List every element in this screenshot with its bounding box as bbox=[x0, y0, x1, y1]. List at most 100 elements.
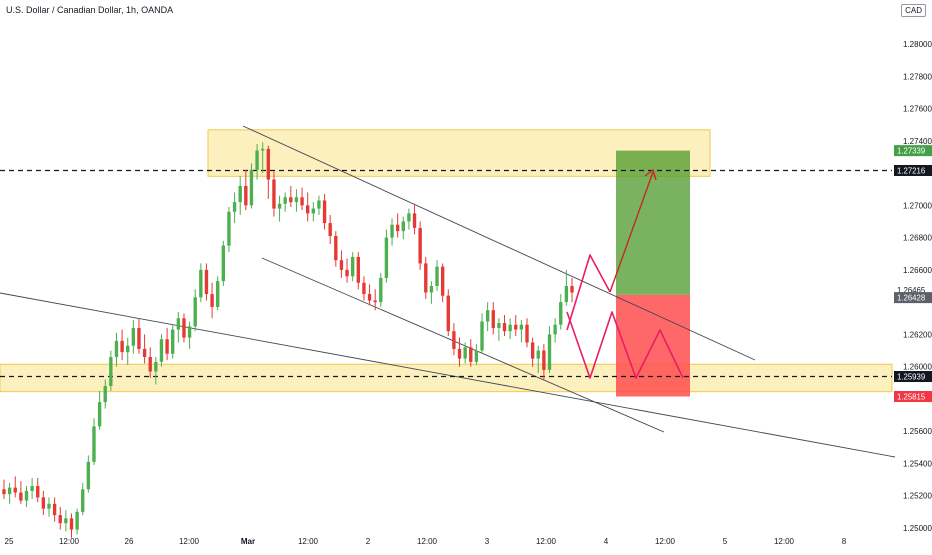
candle[interactable] bbox=[339, 250, 344, 278]
candle[interactable] bbox=[362, 276, 366, 301]
candle[interactable] bbox=[424, 256, 428, 299]
candle[interactable] bbox=[182, 313, 186, 343]
candle[interactable] bbox=[64, 510, 68, 532]
candle[interactable] bbox=[41, 490, 46, 516]
candle[interactable] bbox=[159, 334, 164, 367]
price-label-1.25815[interactable]: 1.25815 bbox=[894, 391, 932, 403]
candle[interactable] bbox=[148, 347, 152, 378]
candle[interactable] bbox=[407, 208, 411, 230]
lower-channel-line[interactable] bbox=[261, 257, 665, 433]
candle[interactable] bbox=[412, 203, 417, 235]
candle[interactable] bbox=[502, 315, 507, 337]
candle[interactable] bbox=[395, 213, 400, 238]
candle[interactable] bbox=[255, 144, 259, 180]
candle[interactable] bbox=[305, 192, 310, 222]
candle[interactable] bbox=[187, 321, 192, 349]
candle[interactable] bbox=[120, 329, 124, 361]
upper-channel-line[interactable] bbox=[242, 125, 756, 361]
candle[interactable] bbox=[322, 194, 327, 230]
price-label-1.27339[interactable]: 1.27339 bbox=[894, 145, 932, 157]
candle[interactable] bbox=[232, 192, 237, 224]
candle[interactable] bbox=[542, 344, 546, 380]
candle[interactable] bbox=[350, 252, 355, 282]
support-zone[interactable] bbox=[0, 363, 893, 393]
candle[interactable] bbox=[379, 273, 383, 307]
candle[interactable] bbox=[311, 202, 315, 222]
candle[interactable] bbox=[474, 344, 479, 366]
candle[interactable] bbox=[367, 284, 372, 306]
candle[interactable] bbox=[92, 418, 96, 466]
candle[interactable] bbox=[216, 276, 220, 311]
candle[interactable] bbox=[519, 319, 524, 343]
candle[interactable] bbox=[463, 342, 467, 364]
candle[interactable] bbox=[165, 327, 169, 361]
candle[interactable] bbox=[294, 189, 299, 212]
candle[interactable] bbox=[30, 477, 34, 499]
candle[interactable] bbox=[429, 281, 434, 304]
candle[interactable] bbox=[497, 318, 501, 341]
candle[interactable] bbox=[238, 176, 242, 216]
candle[interactable] bbox=[469, 339, 473, 367]
price-label-1.25939[interactable]: 1.25939 bbox=[894, 371, 932, 383]
candle[interactable] bbox=[345, 258, 349, 283]
candle[interactable] bbox=[171, 324, 175, 359]
candle[interactable] bbox=[491, 302, 495, 335]
candle[interactable] bbox=[401, 216, 405, 240]
candle[interactable] bbox=[47, 497, 51, 517]
long-trendline[interactable] bbox=[0, 292, 896, 458]
candle[interactable] bbox=[81, 482, 85, 516]
candle[interactable] bbox=[525, 318, 529, 348]
target-zone[interactable] bbox=[616, 150, 690, 295]
price-label-1.26428[interactable]: 1.26428 bbox=[894, 292, 932, 304]
candle[interactable] bbox=[356, 252, 360, 290]
candle[interactable] bbox=[137, 318, 141, 354]
candle[interactable] bbox=[530, 337, 535, 367]
candle[interactable] bbox=[204, 263, 209, 301]
candle[interactable] bbox=[193, 289, 197, 332]
currency-badge[interactable]: CAD bbox=[901, 4, 926, 17]
candle[interactable] bbox=[300, 187, 304, 211]
candle[interactable] bbox=[13, 476, 17, 498]
candle[interactable] bbox=[244, 169, 248, 211]
candle[interactable] bbox=[103, 379, 107, 409]
candle[interactable] bbox=[36, 477, 40, 503]
candle[interactable] bbox=[435, 260, 439, 291]
candle[interactable] bbox=[86, 455, 91, 493]
candle[interactable] bbox=[514, 315, 518, 337]
candle[interactable] bbox=[221, 240, 226, 286]
candle[interactable] bbox=[283, 192, 287, 212]
candle[interactable] bbox=[277, 195, 282, 222]
candle[interactable] bbox=[114, 332, 119, 367]
candle[interactable] bbox=[7, 482, 12, 504]
candle[interactable] bbox=[570, 277, 574, 303]
candle[interactable] bbox=[126, 337, 130, 366]
candle[interactable] bbox=[261, 142, 265, 174]
candle[interactable] bbox=[131, 319, 136, 354]
candle[interactable] bbox=[266, 145, 271, 199]
candle[interactable] bbox=[69, 513, 74, 538]
candle[interactable] bbox=[384, 229, 389, 283]
candle[interactable] bbox=[547, 326, 552, 374]
candle[interactable] bbox=[142, 334, 147, 364]
candle[interactable] bbox=[508, 318, 512, 340]
candle[interactable] bbox=[452, 323, 456, 356]
candle[interactable] bbox=[249, 163, 254, 209]
candle[interactable] bbox=[334, 231, 338, 267]
candle[interactable] bbox=[446, 289, 450, 337]
candle[interactable] bbox=[58, 507, 62, 530]
candle[interactable] bbox=[553, 318, 557, 343]
candle[interactable] bbox=[210, 282, 214, 319]
candle[interactable] bbox=[559, 294, 563, 330]
candle[interactable] bbox=[176, 311, 181, 343]
candle[interactable] bbox=[480, 313, 484, 354]
candle[interactable] bbox=[390, 218, 394, 246]
bullish-path-zigzag[interactable] bbox=[566, 254, 611, 331]
candle[interactable] bbox=[272, 171, 276, 217]
bearish-path-zigzag[interactable] bbox=[566, 311, 684, 379]
candle[interactable] bbox=[154, 356, 158, 385]
candle[interactable] bbox=[373, 289, 377, 311]
candle[interactable] bbox=[109, 350, 113, 391]
candle[interactable] bbox=[457, 337, 462, 367]
